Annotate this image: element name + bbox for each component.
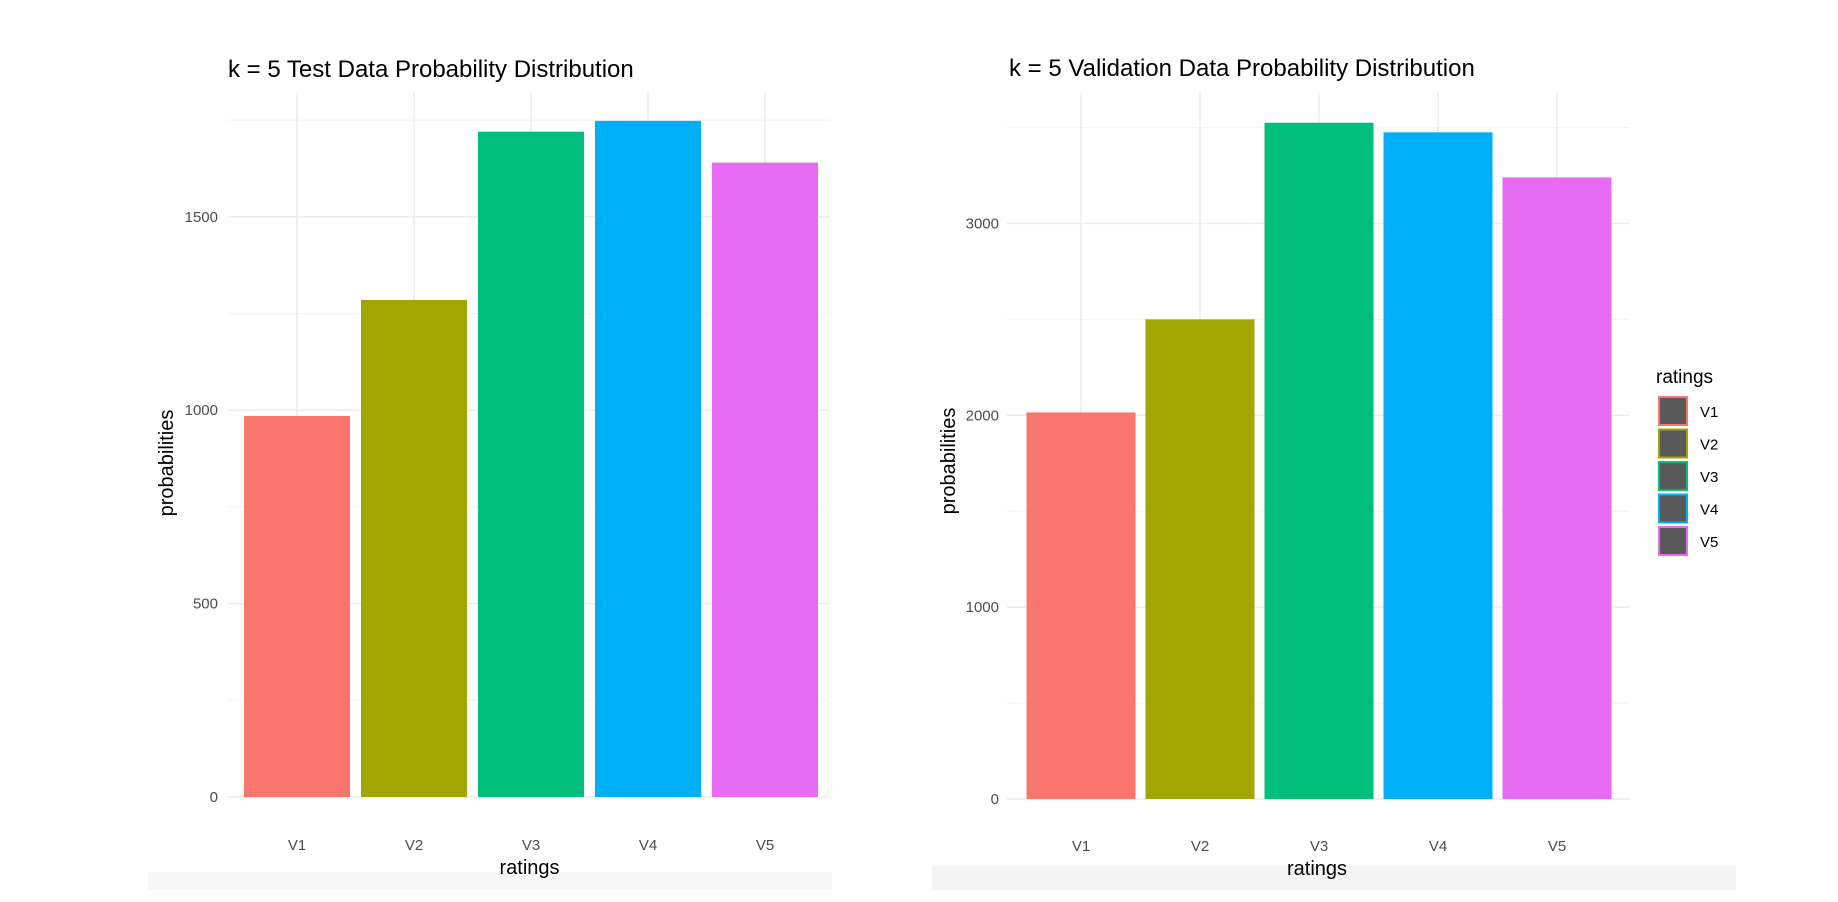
validation-x-tick-label: V4	[1429, 838, 1447, 855]
test-x-tick-label: V4	[639, 837, 657, 854]
validation-x-axis-title: ratings	[1287, 858, 1347, 880]
test-bar-v1	[244, 415, 350, 797]
legend-label-v2: V2	[1700, 437, 1718, 454]
test-x-axis-title: ratings	[499, 857, 559, 879]
test-y-tick-label: 1000	[185, 402, 218, 419]
legend-items: V1 V2 V3 V4 V5	[1658, 396, 1718, 556]
test-y-tick-labels: 0 500 1000 1500	[185, 209, 218, 806]
test-bar-v4	[595, 120, 701, 798]
validation-bar-v1	[1026, 412, 1136, 799]
legend-key-v4	[1658, 493, 1688, 524]
test-x-tick-label: V1	[288, 837, 306, 854]
validation-panel-bottom-shade	[932, 866, 1736, 890]
validation-x-tick-label: V2	[1191, 838, 1209, 855]
validation-bar-v4	[1383, 132, 1493, 800]
test-x-tick-label: V5	[756, 837, 774, 854]
legend-key-v2	[1658, 428, 1688, 459]
test-x-tick-labels: V1 V2 V3 V4 V5	[288, 837, 774, 854]
validation-x-tick-label: V5	[1548, 838, 1566, 855]
validation-chart-title: k = 5 Validation Data Probability Distri…	[1009, 55, 1475, 82]
test-chart: 0 500 1000 1500 V1 V2 V3 V4 V5 k = 5 Test Data …	[148, 28, 832, 890]
validation-y-tick-labels: 0 1000 2000 3000	[966, 215, 999, 808]
test-x-tick-label: V2	[405, 837, 423, 854]
legend-label-v5: V5	[1700, 534, 1718, 551]
validation-bar-v5	[1502, 177, 1612, 800]
validation-y-axis-title: probabilities	[938, 408, 960, 515]
validation-y-tick-label: 2000	[966, 407, 999, 424]
legend-key-v3	[1658, 461, 1688, 491]
legend-key-v5	[1658, 526, 1688, 556]
legend: ratings V1 V2 V3 V4 V5	[1656, 367, 1718, 556]
test-y-tick-label: 500	[193, 596, 218, 613]
test-bar-v3	[478, 131, 584, 797]
legend-label-v3: V3	[1700, 469, 1718, 486]
legend-label-v4: V4	[1700, 502, 1718, 519]
validation-x-tick-label: V1	[1072, 838, 1090, 855]
test-y-tick-label: 1500	[185, 209, 218, 226]
validation-bars	[1026, 122, 1612, 800]
legend-title: ratings	[1656, 367, 1713, 388]
test-y-tick-label: 0	[210, 789, 218, 806]
validation-x-tick-labels: V1 V2 V3 V4 V5	[1072, 838, 1566, 855]
validation-chart: 0 1000 2000 3000 V1 V2 V3 V4 V5 k = 5 Validatio…	[932, 28, 1736, 890]
test-y-axis-title: probabilities	[156, 410, 178, 517]
legend-key-v1	[1658, 396, 1688, 426]
validation-y-tick-label: 0	[991, 791, 999, 808]
test-bar-v2	[361, 299, 467, 797]
validation-bar-v2	[1145, 319, 1255, 799]
test-chart-title: k = 5 Test Data Probability Distribution	[228, 56, 634, 83]
validation-y-tick-label: 1000	[966, 599, 999, 616]
test-x-tick-label: V3	[522, 837, 540, 854]
validation-bar-v3	[1264, 122, 1374, 800]
test-bar-v5	[712, 162, 818, 798]
legend-label-v1: V1	[1700, 404, 1718, 421]
validation-y-tick-label: 3000	[966, 215, 999, 232]
validation-x-tick-label: V3	[1310, 838, 1328, 855]
test-panel-bottom-shade	[148, 872, 832, 890]
test-bars	[244, 120, 818, 798]
